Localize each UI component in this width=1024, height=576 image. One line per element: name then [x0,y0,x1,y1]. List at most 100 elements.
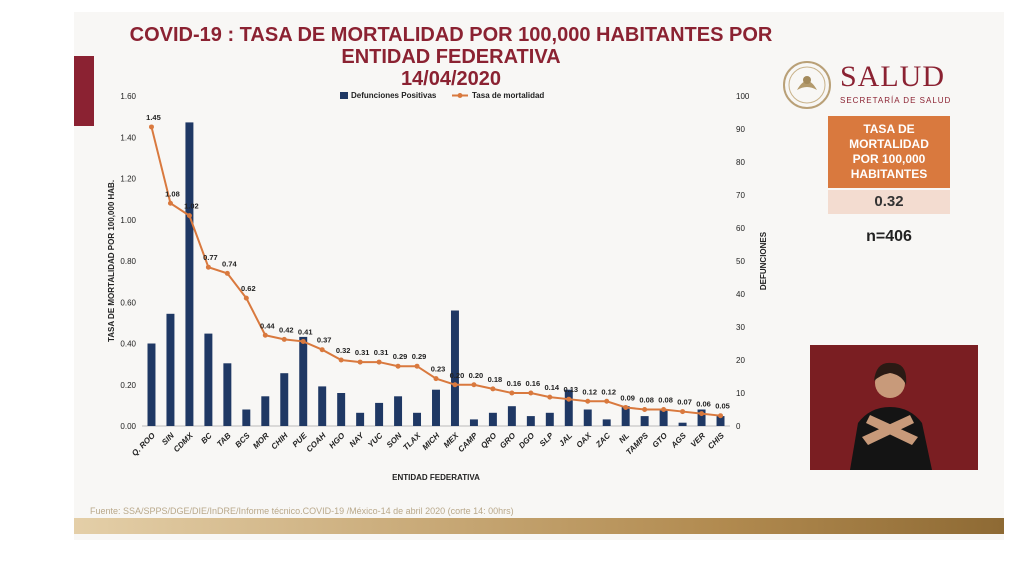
rate-point [243,295,249,301]
rate-point [224,270,230,276]
x-tick-label: JAL [557,431,574,448]
rate-data-label: 0.12 [601,387,616,396]
bar-mich [432,389,440,426]
chart-legend: Defunciones Positivas Tasa de mortalidad [340,91,544,100]
bar-gto [659,409,668,426]
rate-point [433,376,439,382]
y2-tick-label: 20 [736,356,745,365]
logo-wordmark: SALUD [840,60,946,93]
bar-qro [488,412,497,426]
rate-data-label: 0.37 [317,336,332,345]
rate-point [414,363,420,369]
x-tick-label: VER [689,431,707,449]
sign-language-interpreter [810,345,978,470]
x-tick-label: AGS [669,431,689,451]
bar-slp [545,412,554,426]
rate-data-label: 0.14 [545,383,560,392]
x-tick-label: SIN [160,431,176,447]
x-tick-label: COAH [305,431,328,454]
rate-data-label: 0.06 [696,400,711,409]
y2-tick-label: 80 [736,158,745,167]
logo-subtitle: SECRETARÍA DE SALUD [840,96,952,105]
bar-nl [621,406,630,426]
y2-tick-label: 0 [736,422,741,431]
interpreter-figure-icon [810,345,978,470]
rate-data-label: 0.29 [393,352,408,361]
bar-cdmx [185,122,194,427]
rate-point [680,409,686,415]
x-tick-label: NL [617,431,631,445]
x-tick-label: CAMP [456,431,479,454]
y-axis-title: TASA DE MORTALIDAD POR 100,000 HAB. [107,180,116,342]
legend-label-bars: Defunciones Positivas [351,91,437,100]
rate-point [528,390,534,396]
chart-svg: 0.00 0.20 0.40 0.60 0.80 1.00 1.20 1.40 1.60 0 10 2… [107,91,768,482]
x-tick-label: SLP [538,431,556,449]
salud-logo: SALUD SECRETARÍA DE SALUD [782,60,972,110]
y-tick-label: 1.40 [120,133,136,142]
x-tick-label: CHIS [706,431,726,451]
bar-nay [356,412,365,426]
bar-zac [602,419,611,426]
bar-bcs [242,409,251,426]
rate-point [490,386,496,392]
rate-data-label: 0.20 [450,371,465,380]
rate-point [471,382,477,388]
rate-point [300,338,306,344]
rate-point [642,407,648,412]
bar-chih [280,373,289,426]
national-seal-icon [783,61,831,109]
rate-point [357,359,363,365]
rate-data-label: 0.32 [336,346,351,355]
rate-data-label: 0.77 [203,253,218,262]
y-tick-label: 0.60 [120,298,136,307]
bar-pue [299,336,308,426]
rate-point [452,382,458,388]
x-axis-title: ENTIDAD FEDERATIVA [392,473,480,482]
rate-data-label: 0.31 [355,348,370,357]
x-tick-label: BC [199,431,214,446]
y2-tick-label: 60 [736,224,745,233]
rate-point [604,398,610,404]
x-tick-label: Q. ROO [130,431,157,458]
bar-chis [716,416,725,426]
red-accent-bar [74,56,94,126]
rate-point [338,357,344,363]
y2-tick-label: 30 [736,323,745,332]
kpi-label-line-4: HABITANTES [850,167,928,181]
kpi-label-line-2: MORTALIDAD [849,137,929,151]
y2-tick-label: 100 [736,92,750,101]
rate-data-label: 0.08 [658,396,673,405]
kpi-label-line-1: TASA DE [863,122,915,136]
rate-point [148,124,154,130]
rate-point [547,394,553,400]
y2-tick-label: 50 [736,257,745,266]
rate-data-label: 0.29 [412,352,427,361]
bottom-decorative-band [74,518,1004,534]
x-tick-label: MOR [251,431,271,451]
rate-data-label: 0.13 [563,385,578,394]
rate-data-label: 0.16 [526,379,541,388]
rate-data-label: 1.08 [165,189,180,198]
x-tick-label: BCS [233,431,252,450]
y-tick-label: 1.20 [120,175,136,184]
bar-hgo [337,393,346,426]
rate-data-label: 0.20 [469,371,484,380]
rate-data-label: 0.18 [488,375,503,384]
y-tick-label: 0.00 [120,422,136,431]
kpi-label-line-3: POR 100,000 [852,152,926,166]
rate-data-label: 0.42 [279,325,294,334]
x-tick-label: CDMX [172,431,195,454]
rate-data-label: 0.23 [431,365,446,374]
mortality-chart: 0.00 0.20 0.40 0.60 0.80 1.00 1.20 1.40 1.60 0 10 2… [102,88,774,498]
rate-data-label: 0.08 [639,396,654,405]
x-tick-label: GRO [498,431,518,451]
rate-point [262,332,268,338]
rate-point [395,363,401,369]
bar-son [394,396,403,426]
legend-label-line: Tasa de mortalidad [472,91,544,100]
rate-data-label: 0.74 [222,259,237,268]
x-tick-label: ZAC [593,431,612,450]
bar-qroo [147,343,156,426]
y-tick-label: 0.40 [120,340,136,349]
